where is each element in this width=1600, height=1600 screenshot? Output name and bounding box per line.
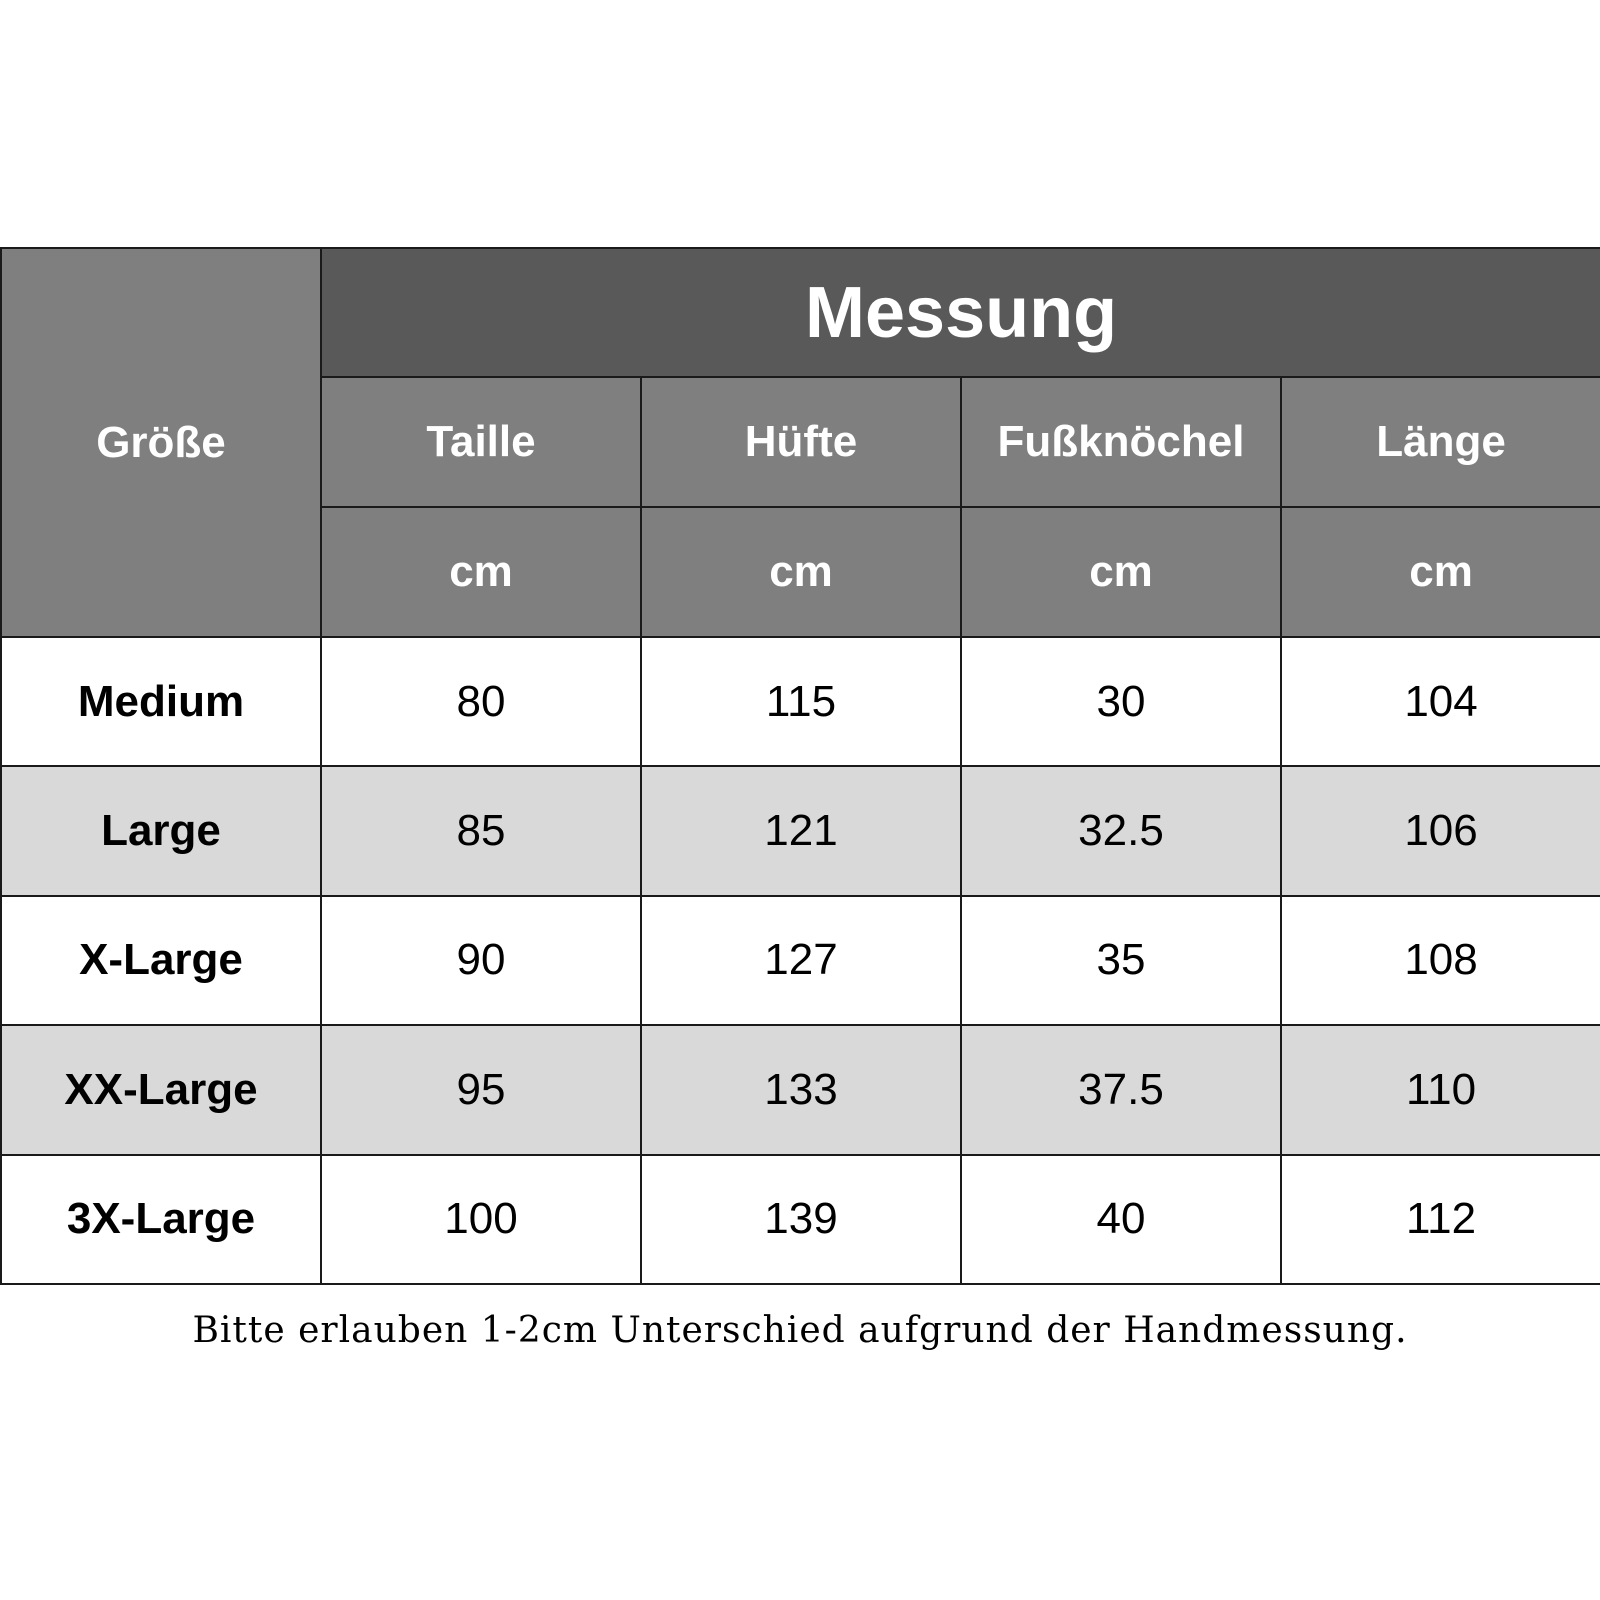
column-header-waist: Taille [320, 376, 642, 508]
table-cell: 37.5 [960, 1024, 1282, 1156]
table-cell: 110 [1279, 1024, 1600, 1156]
table-cell: 30 [960, 635, 1282, 768]
table-cell: 104 [1279, 635, 1600, 768]
table-row: XX-Large 95 133 37.5 110 [0, 1024, 1600, 1156]
table-cell: 106 [1279, 765, 1600, 897]
measurement-header: Messung [319, 247, 1600, 378]
table-cell: 108 [1279, 894, 1600, 1027]
unit-header-length: cm [1279, 506, 1600, 638]
table-cell: 95 [320, 1024, 642, 1156]
table-cell: 139 [640, 1153, 962, 1286]
column-header-length: Länge [1279, 376, 1600, 508]
table-cell: 90 [320, 894, 642, 1027]
table-cell: 121 [640, 765, 962, 897]
unit-header-hip: cm [640, 506, 962, 638]
table-cell: 35 [960, 894, 1282, 1027]
table-cell: 115 [640, 635, 962, 768]
table-cell: 80 [320, 635, 642, 768]
size-cell: Large [0, 765, 322, 897]
table-cell: 32.5 [960, 765, 1282, 897]
size-cell: XX-Large [0, 1024, 322, 1156]
size-cell: X-Large [0, 894, 322, 1027]
size-chart-table: Größe Messung Taille Hüfte Fußknöchel Lä… [0, 247, 1600, 1286]
unit-header-waist: cm [320, 506, 642, 638]
table-row: Medium 80 115 30 104 [0, 635, 1600, 768]
table-cell: 85 [320, 765, 642, 897]
table-cell: 112 [1279, 1153, 1600, 1286]
size-cell: Medium [0, 635, 322, 768]
table-row: X-Large 90 127 35 108 [0, 894, 1600, 1027]
column-header-ankle: Fußknöchel [960, 376, 1282, 508]
table-row: 3X-Large 100 139 40 112 [0, 1153, 1600, 1286]
table-cell: 40 [960, 1153, 1282, 1286]
table-cell: 127 [640, 894, 962, 1027]
table-row: Large 85 121 32.5 106 [0, 765, 1600, 897]
table-cell: 133 [640, 1024, 962, 1156]
column-header-hip: Hüfte [640, 376, 962, 508]
size-cell: 3X-Large [0, 1153, 322, 1286]
table-cell: 100 [320, 1153, 642, 1286]
unit-header-ankle: cm [960, 506, 1282, 638]
size-column-header: Größe [0, 247, 322, 638]
measurement-footnote: Bitte erlauben 1-2cm Unterschied aufgrun… [192, 1310, 1408, 1351]
